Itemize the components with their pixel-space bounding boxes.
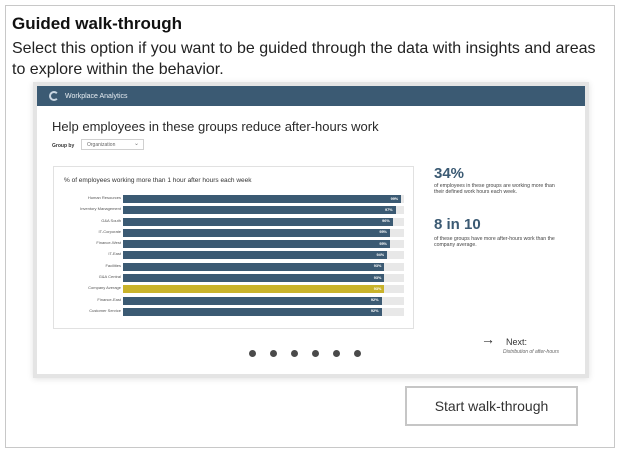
chart-bar-track: 97% xyxy=(123,206,404,215)
group-by-value: Organization xyxy=(87,142,116,148)
chart-bar-row: Human Resources 99% xyxy=(54,193,413,204)
page-dot xyxy=(270,350,277,357)
card-description: Select this option if you want to be gui… xyxy=(12,40,596,78)
page-dot xyxy=(333,350,340,357)
arrow-right-icon: → xyxy=(481,331,495,347)
page-indicator xyxy=(249,350,361,357)
preview-title: Help employees in these groups reduce af… xyxy=(52,119,379,134)
stat-ratio-text: of these groups have more after-hours wo… xyxy=(434,236,555,249)
chart-bar-track: 92% xyxy=(123,307,404,316)
chart-bar-row: G&A South 96% xyxy=(54,216,413,227)
preview-header: Workplace Analytics xyxy=(37,86,585,106)
chart-data-label: 92% xyxy=(370,309,379,314)
chart-data-label: 93% xyxy=(373,286,382,291)
chart-bar-row: Finance-East 92% xyxy=(54,295,413,306)
chart-bar-row: IT-East 94% xyxy=(54,249,413,260)
chart-data-label: 94% xyxy=(376,252,385,257)
workplace-analytics-logo-icon xyxy=(49,91,59,101)
chart-bar: 96% xyxy=(123,217,393,226)
chart-data-label: 93% xyxy=(373,264,382,269)
chart-bar: 92% xyxy=(123,296,382,305)
chart-bar-track: 92% xyxy=(123,296,404,305)
chart-category-label: Finance-East xyxy=(97,296,121,302)
chart-category-label: Inventory Management xyxy=(80,206,121,212)
stat-percent-text: of employees in these groups are working… xyxy=(434,183,555,196)
chart-category-label: Human Resources xyxy=(87,195,121,200)
chart-bar-track: 93% xyxy=(123,274,404,283)
chart-bar: 92% xyxy=(123,307,382,316)
chart-bar-track: 99% xyxy=(123,195,404,203)
chart-bar: 94% xyxy=(123,251,388,260)
chart-bar-row: IT-Corporate 95% xyxy=(54,227,413,238)
chart-category-label: G&A South xyxy=(101,217,121,223)
chart-bar-row: Finance-West 95% xyxy=(54,238,413,249)
chart-category-label: IT-East xyxy=(108,251,121,257)
next-subtitle: Distribution of after-hours xyxy=(503,349,560,355)
group-by-label: Group by xyxy=(52,143,75,149)
chart-category-label: Facilities xyxy=(105,262,121,268)
chart-title: % of employees working more than 1 hour … xyxy=(64,177,252,184)
chart-category-label: Finance-West xyxy=(96,240,121,246)
chart-category-label: Customer Service xyxy=(89,307,121,313)
chart-bar-track: 95% xyxy=(123,240,404,249)
chart-bar-track: 96% xyxy=(123,217,404,226)
chart-bar-track: 94% xyxy=(123,251,404,260)
chart-bar-track: 93% xyxy=(123,262,404,271)
chevron-down-icon: ⌄ xyxy=(133,141,139,147)
chart-bar-track: 95% xyxy=(123,228,404,237)
chart-data-label: 95% xyxy=(379,241,387,246)
chart-bar-row: Inventory Management 97% xyxy=(54,204,413,215)
page-dot xyxy=(249,350,256,357)
group-by-select: Organization ⌄ xyxy=(81,139,144,150)
chart-bars: Human Resources 99% Inventory Management 97… xyxy=(54,193,413,317)
chart-bar: 97% xyxy=(123,206,396,215)
chart-bar: 95% xyxy=(123,228,390,237)
chart-bar-row: G&A Central 93% xyxy=(54,272,413,283)
page-dot xyxy=(291,350,298,357)
chart-bar-row: Facilities 93% xyxy=(54,261,413,272)
preview-bar-chart: % of employees working more than 1 hour … xyxy=(53,166,414,329)
stat-ratio-value: 8 in 10 xyxy=(434,216,481,233)
chart-bar-row: Company Average 93% xyxy=(54,283,413,294)
chart-bar: 95% xyxy=(123,240,390,249)
page-dot xyxy=(312,350,319,357)
start-walkthrough-button[interactable]: Start walk-through xyxy=(405,386,578,426)
chart-bar-row: Customer Service 92% xyxy=(54,306,413,317)
stat-percent-value: 34% xyxy=(434,165,465,182)
page-dot xyxy=(354,350,361,357)
chart-category-label: G&A Central xyxy=(98,274,121,280)
preview-brand: Workplace Analytics xyxy=(65,92,128,100)
walkthrough-preview-image: Workplace Analytics Help employees in th… xyxy=(37,86,585,374)
chart-data-label: 95% xyxy=(379,230,387,235)
chart-bar: 93% xyxy=(123,285,385,294)
chart-bar: 93% xyxy=(123,262,385,271)
chart-bar-track: 93% xyxy=(123,285,404,294)
chart-data-label: 99% xyxy=(390,196,399,201)
chart-data-label: 96% xyxy=(382,219,390,224)
chart-data-label: 92% xyxy=(370,298,379,303)
card-title: Guided walk-through xyxy=(12,14,182,33)
chart-bar: 93% xyxy=(123,274,385,283)
chart-category-label: IT-Corporate xyxy=(98,228,121,234)
chart-data-label: 93% xyxy=(373,275,382,280)
next-label: Next: xyxy=(506,337,528,347)
chart-bar: 99% xyxy=(123,195,402,203)
chart-category-label: Company Average xyxy=(88,285,121,291)
chart-data-label: 97% xyxy=(384,207,393,212)
